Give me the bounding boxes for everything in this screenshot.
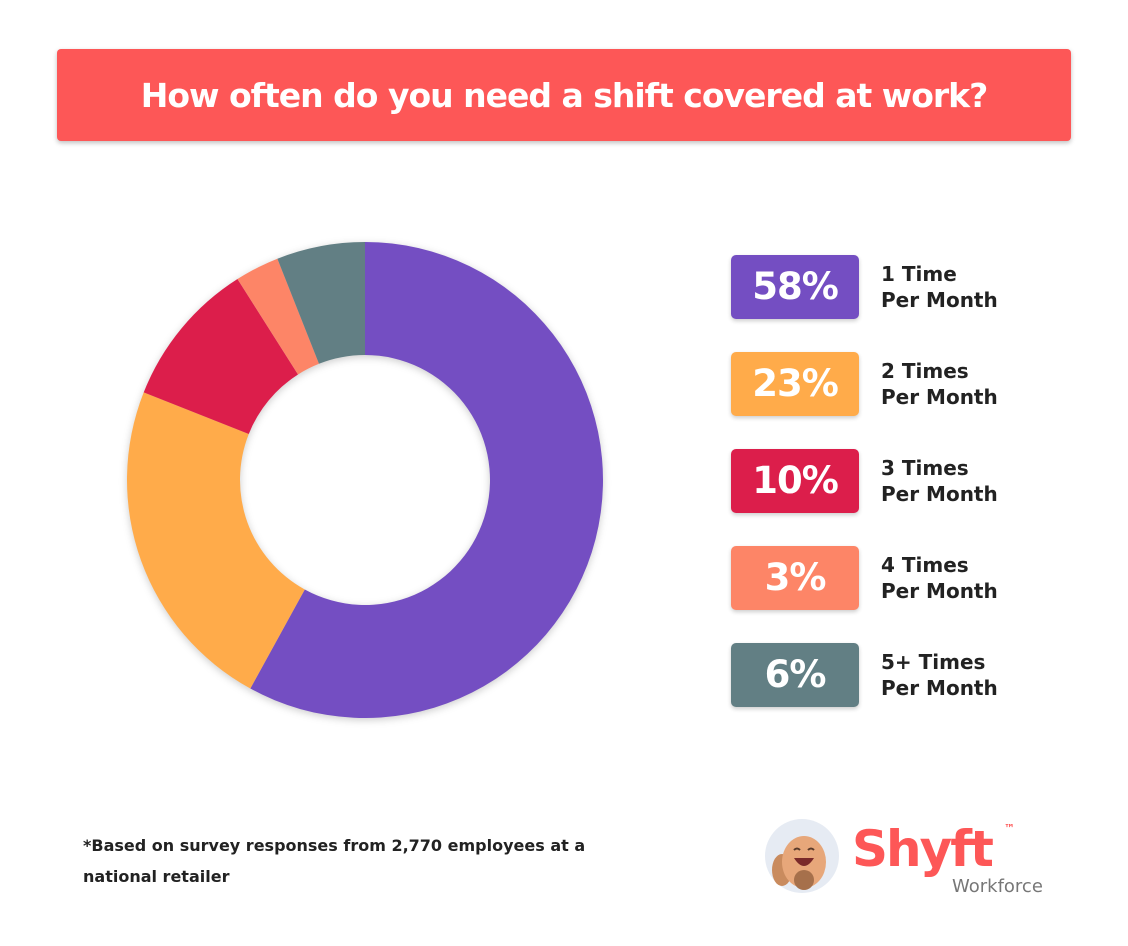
legend-label-line2: Per Month: [881, 481, 998, 506]
brand-name: Shyft: [852, 820, 994, 878]
legend-label-line2: Per Month: [881, 578, 998, 603]
legend-item: 58% 1 Time Per Month: [731, 254, 998, 319]
legend-label-line1: 4 Times: [881, 552, 969, 577]
legend-label-line1: 2 Times: [881, 358, 969, 383]
title-banner: How often do you need a shift covered at…: [57, 49, 1071, 141]
donut-chart: [127, 242, 603, 718]
donut-slice-4: [237, 258, 319, 375]
legend-item: 3% 4 Times Per Month: [731, 545, 998, 610]
legend-label: 3 Times Per Month: [881, 455, 998, 507]
shyft-logo: Shyft ™ Workforce: [764, 818, 1064, 898]
donut-slice-2: [127, 392, 305, 689]
squirrel-mascot-icon: [765, 819, 839, 893]
legend-label-line1: 5+ Times: [881, 649, 986, 674]
legend-label: 1 Time Per Month: [881, 261, 998, 313]
percent-badge: 3%: [731, 545, 859, 610]
chart-title: How often do you need a shift covered at…: [140, 75, 989, 115]
legend-label: 4 Times Per Month: [881, 552, 998, 604]
percent-badge: 10%: [731, 448, 859, 513]
percent-badge: 58%: [731, 254, 859, 319]
donut-slice-1: [250, 242, 603, 718]
percent-badge: 6%: [731, 642, 859, 707]
legend-label-line2: Per Month: [881, 675, 998, 700]
legend-label: 2 Times Per Month: [881, 358, 998, 410]
percent-badge: 23%: [731, 351, 859, 416]
trademark: ™: [1004, 822, 1015, 835]
legend-item: 23% 2 Times Per Month: [731, 351, 998, 416]
legend-item: 10% 3 Times Per Month: [731, 448, 998, 513]
legend-label: 5+ Times Per Month: [881, 649, 998, 701]
legend-label-line1: 3 Times: [881, 455, 969, 480]
brand-sub: Workforce: [952, 876, 1043, 897]
donut-slice-3: [143, 279, 299, 434]
legend: 58% 1 Time Per Month 23% 2 Times Per Month 1…: [731, 254, 998, 739]
legend-label-line2: Per Month: [881, 384, 998, 409]
legend-label-line1: 1 Time: [881, 261, 957, 286]
donut-slice-5: [277, 242, 365, 364]
legend-label-line2: Per Month: [881, 287, 998, 312]
legend-item: 6% 5+ Times Per Month: [731, 642, 998, 707]
footnote: *Based on survey responses from 2,770 em…: [83, 836, 586, 886]
